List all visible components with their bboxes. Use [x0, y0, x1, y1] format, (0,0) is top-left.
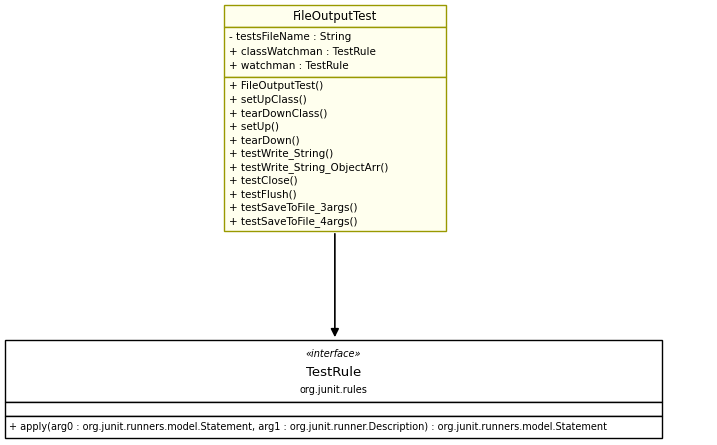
Text: + testSaveToFile_4args(): + testSaveToFile_4args()	[229, 216, 357, 227]
Text: + setUp(): + setUp()	[229, 122, 279, 132]
Text: + classWatchman : TestRule: + classWatchman : TestRule	[229, 47, 376, 57]
Text: + tearDown(): + tearDown()	[229, 135, 300, 145]
Bar	[4, 402, 663, 416]
Text: FileOutputTest: FileOutputTest	[293, 9, 377, 23]
Bar	[4, 340, 663, 402]
Bar	[224, 5, 445, 27]
Text: + watchman : TestRule: + watchman : TestRule	[229, 61, 348, 71]
Text: + tearDownClass(): + tearDownClass()	[229, 108, 327, 118]
Text: + apply(arg0 : org.junit.runners.model.Statement, arg1 : org.junit.runner.Descri: + apply(arg0 : org.junit.runners.model.S…	[9, 422, 607, 432]
Text: - testsFileName : String: - testsFileName : String	[229, 32, 351, 42]
Text: + testFlush(): + testFlush()	[229, 189, 296, 199]
Text: TestRule: TestRule	[306, 365, 361, 379]
Text: «interface»: «interface»	[305, 349, 361, 359]
Text: + testSaveToFile_3args(): + testSaveToFile_3args()	[229, 202, 357, 213]
Text: + FileOutputTest(): + FileOutputTest()	[229, 81, 323, 91]
Text: + testClose(): + testClose()	[229, 176, 298, 186]
Text: + testWrite_String(): + testWrite_String()	[229, 148, 333, 159]
Bar	[4, 416, 663, 438]
Bar	[224, 27, 445, 77]
Text: + testWrite_String_ObjectArr(): + testWrite_String_ObjectArr()	[229, 162, 388, 173]
Text: + setUpClass(): + setUpClass()	[229, 95, 307, 105]
Text: org.junit.rules: org.junit.rules	[300, 385, 367, 395]
Bar	[224, 77, 445, 231]
